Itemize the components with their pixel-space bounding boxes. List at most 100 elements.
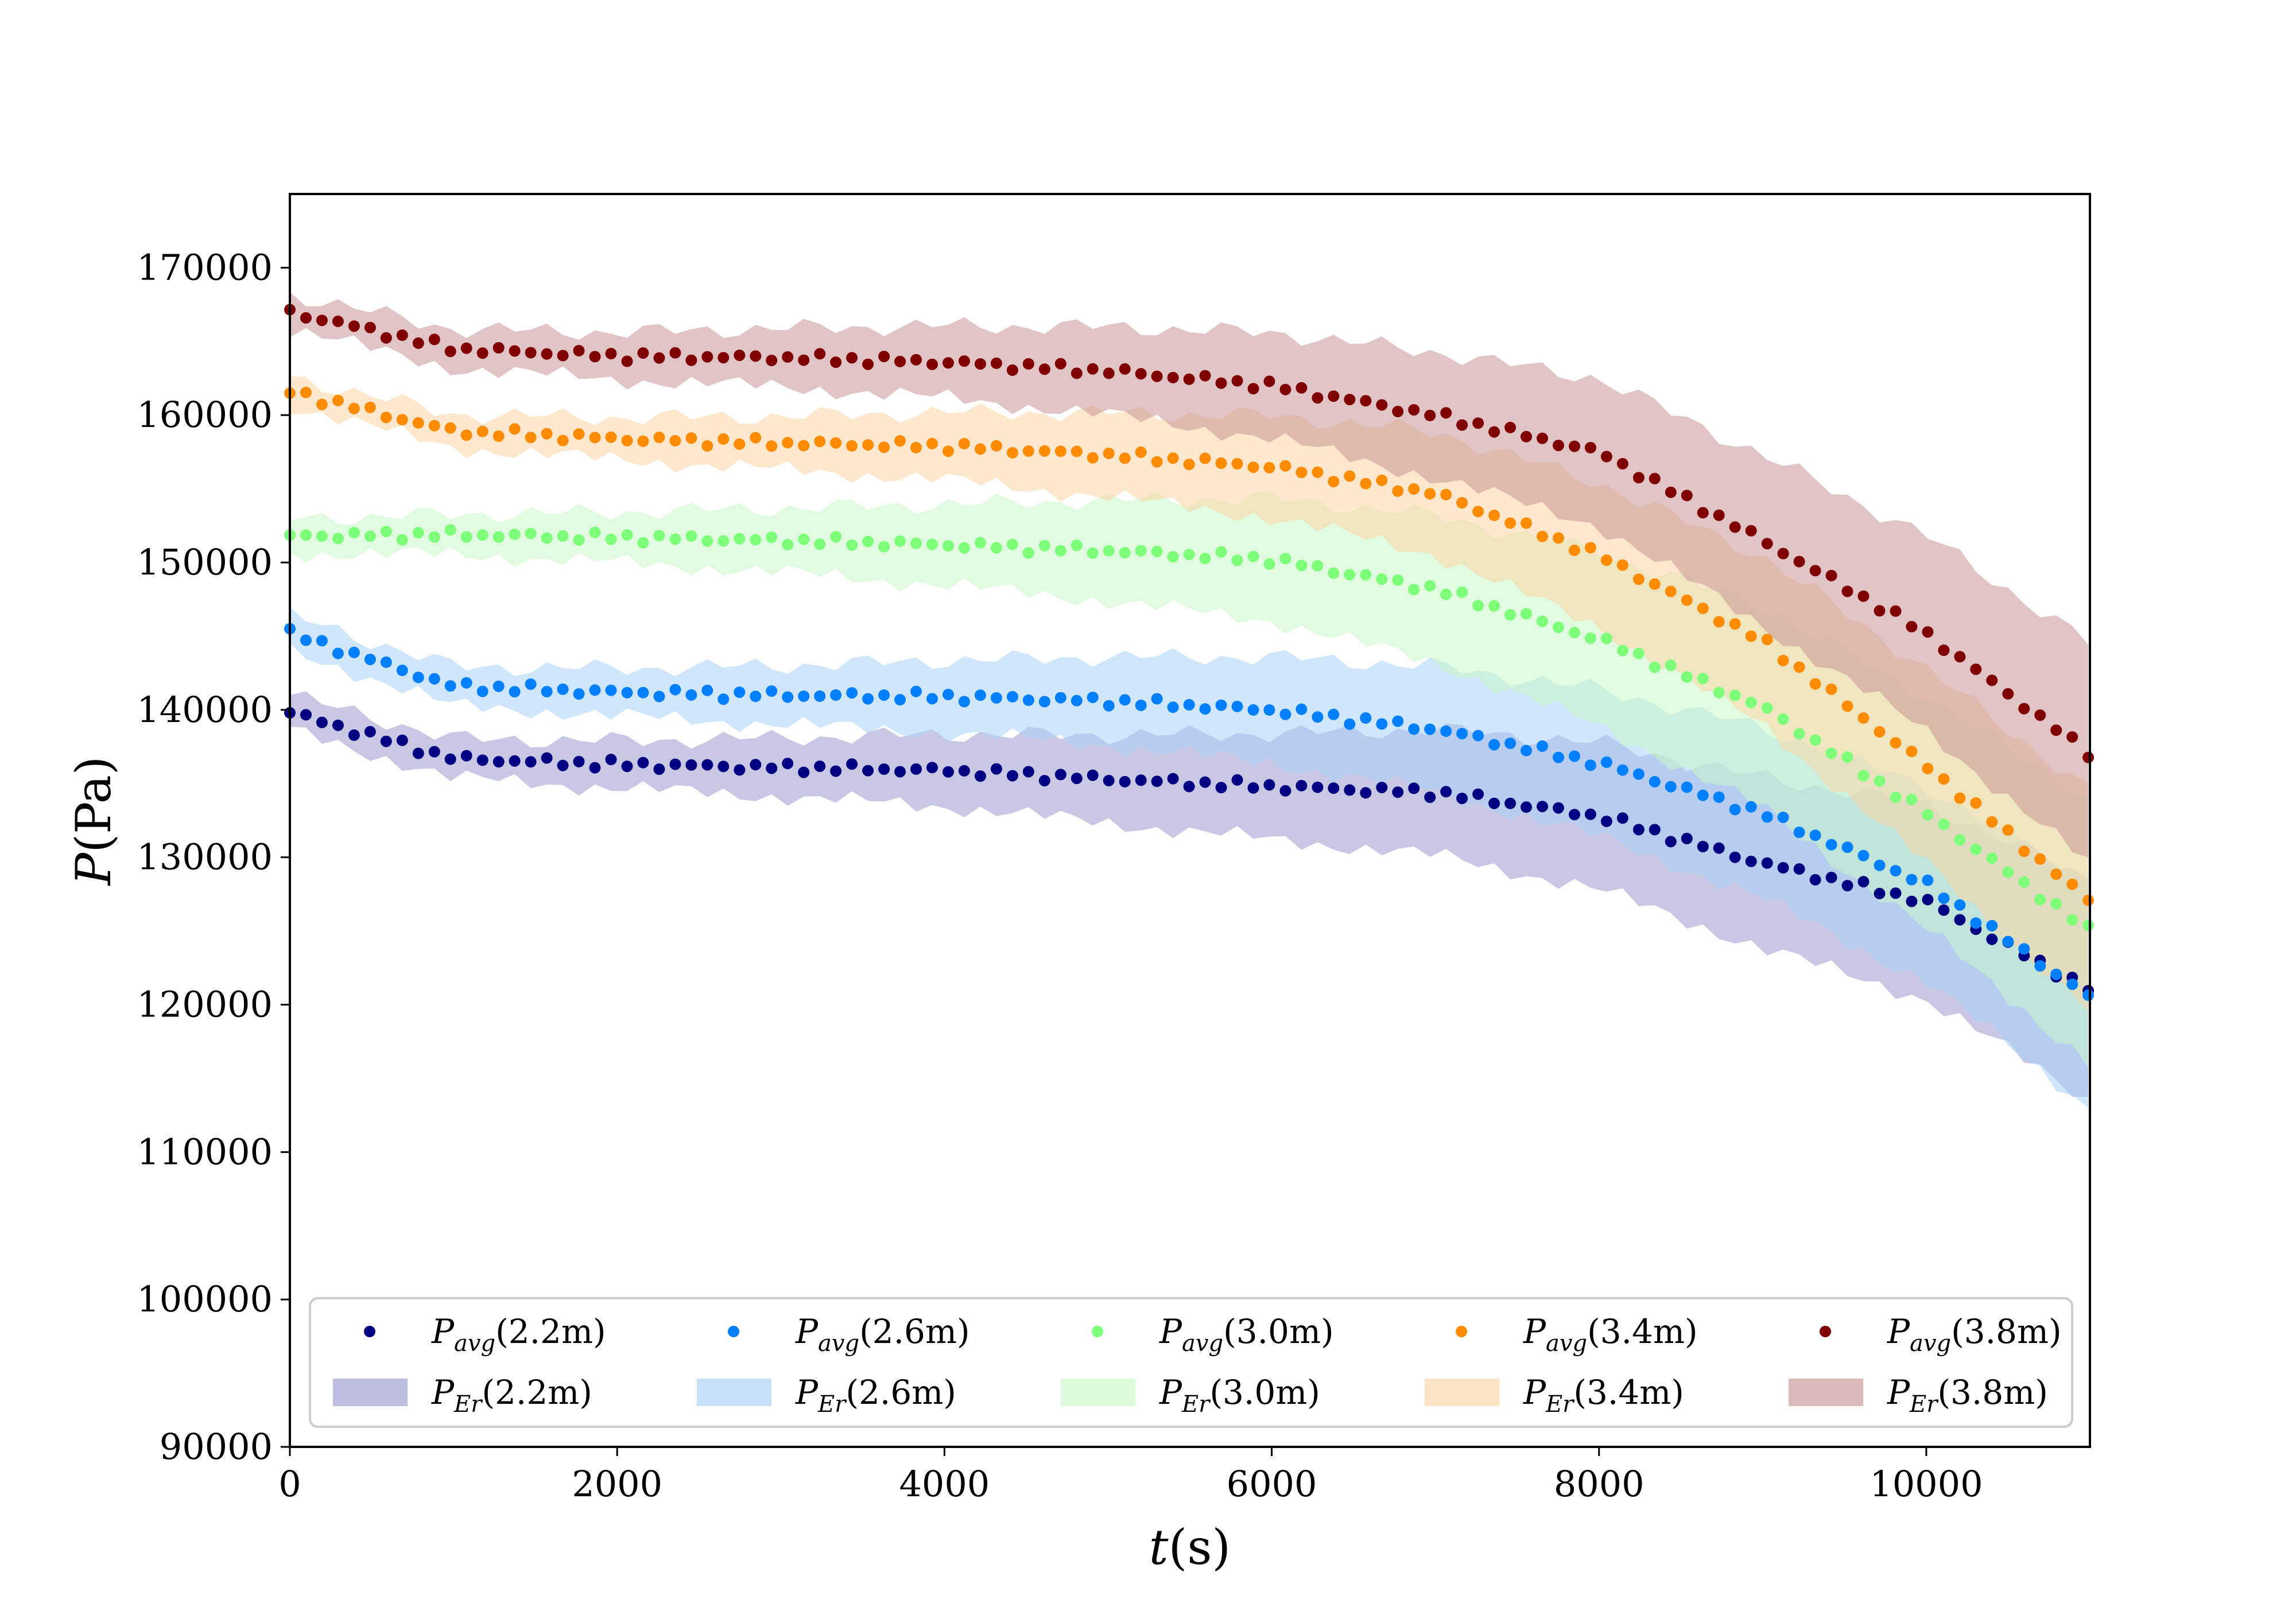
data-point [1857,712,1870,724]
data-point [1841,880,1853,892]
data-point [2082,751,2095,763]
data-point [701,759,713,771]
y-tick-label: 90000 [160,1426,273,1468]
data-point [1472,506,1484,518]
data-point [878,351,890,363]
data-point [316,315,328,327]
y-tick-label: 160000 [137,394,273,436]
data-point [605,684,617,696]
data-point [589,762,601,774]
data-point [1263,779,1275,791]
data-point [492,342,505,354]
data-point [685,530,697,542]
data-point [1938,818,1950,830]
data-point [990,357,1002,369]
data-point [798,690,810,702]
data-point [1006,691,1018,702]
data-point [669,347,681,359]
data-point [878,763,890,775]
data-point [846,687,858,699]
data-point [974,689,986,701]
data-point [1296,560,1308,572]
data-point [1584,632,1596,645]
data-point [862,764,874,777]
data-point [1263,704,1275,716]
data-point [364,401,376,413]
data-point [332,315,344,327]
data-point [943,357,954,369]
data-point [380,412,392,424]
data-point [1038,445,1050,457]
data-point [1970,663,1982,676]
data-point [1199,703,1211,715]
data-point [396,329,408,341]
data-point [1809,874,1821,886]
data-point [1681,671,1693,683]
legend-label-var: P [795,1312,819,1351]
data-point [605,348,617,360]
data-point [557,759,569,771]
data-point [444,346,456,358]
data-point [1472,788,1484,800]
data-point [1986,919,1998,931]
data-point [1632,573,1645,585]
data-point [862,693,874,705]
data-point [2034,960,2046,972]
data-point [1537,740,1548,752]
data-point [589,432,601,444]
data-point [1906,620,1918,632]
data-point [1392,715,1404,727]
data-point [846,539,858,551]
data-point [1263,375,1275,387]
data-point [1665,486,1677,498]
data-point [380,656,392,668]
data-point [894,435,906,447]
data-point [1825,839,1837,851]
data-point [460,342,472,354]
data-point [943,689,954,701]
data-point [637,347,649,359]
data-point [974,770,986,782]
data-point [1569,544,1580,556]
data-point [1424,409,1436,421]
data-point [1006,364,1018,376]
legend-label: PEr(3.0m) [1159,1373,1320,1418]
data-point [509,345,521,357]
data-point [396,665,408,676]
data-point [1584,759,1596,771]
data-point [541,428,553,440]
y-tick-label: 120000 [137,984,273,1026]
data-point [1504,737,1517,750]
legend-label: Pavg(2.2m) [431,1312,606,1357]
data-point [1119,452,1131,464]
x-axis-label-unit: (s) [1169,1519,1231,1575]
data-point [348,646,360,658]
data-point [1521,801,1532,813]
data-point [396,414,408,426]
data-point [1600,451,1612,463]
data-point [444,524,456,536]
data-point [2050,968,2062,980]
data-point [1344,569,1356,581]
data-point [990,763,1002,775]
data-point [541,752,553,764]
data-point [1906,874,1918,886]
data-point [1151,545,1163,557]
legend-label-suffix: (3.0m) [1209,1373,1320,1412]
x-tick-label: 10000 [1870,1463,1983,1505]
data-point [1632,824,1645,836]
legend-label-var: P [1159,1373,1182,1412]
data-point [830,437,842,449]
data-point [926,437,938,449]
data-point [1424,488,1436,500]
data-point [926,693,938,705]
data-point [1135,545,1147,557]
data-point [926,538,938,550]
data-point [1022,445,1034,457]
legend-label-suffix: (2.2m) [495,1312,606,1351]
data-point [1215,782,1227,794]
data-point [1857,849,1870,861]
data-point [1793,728,1805,740]
data-point [1841,751,1853,763]
data-point [1006,770,1018,782]
